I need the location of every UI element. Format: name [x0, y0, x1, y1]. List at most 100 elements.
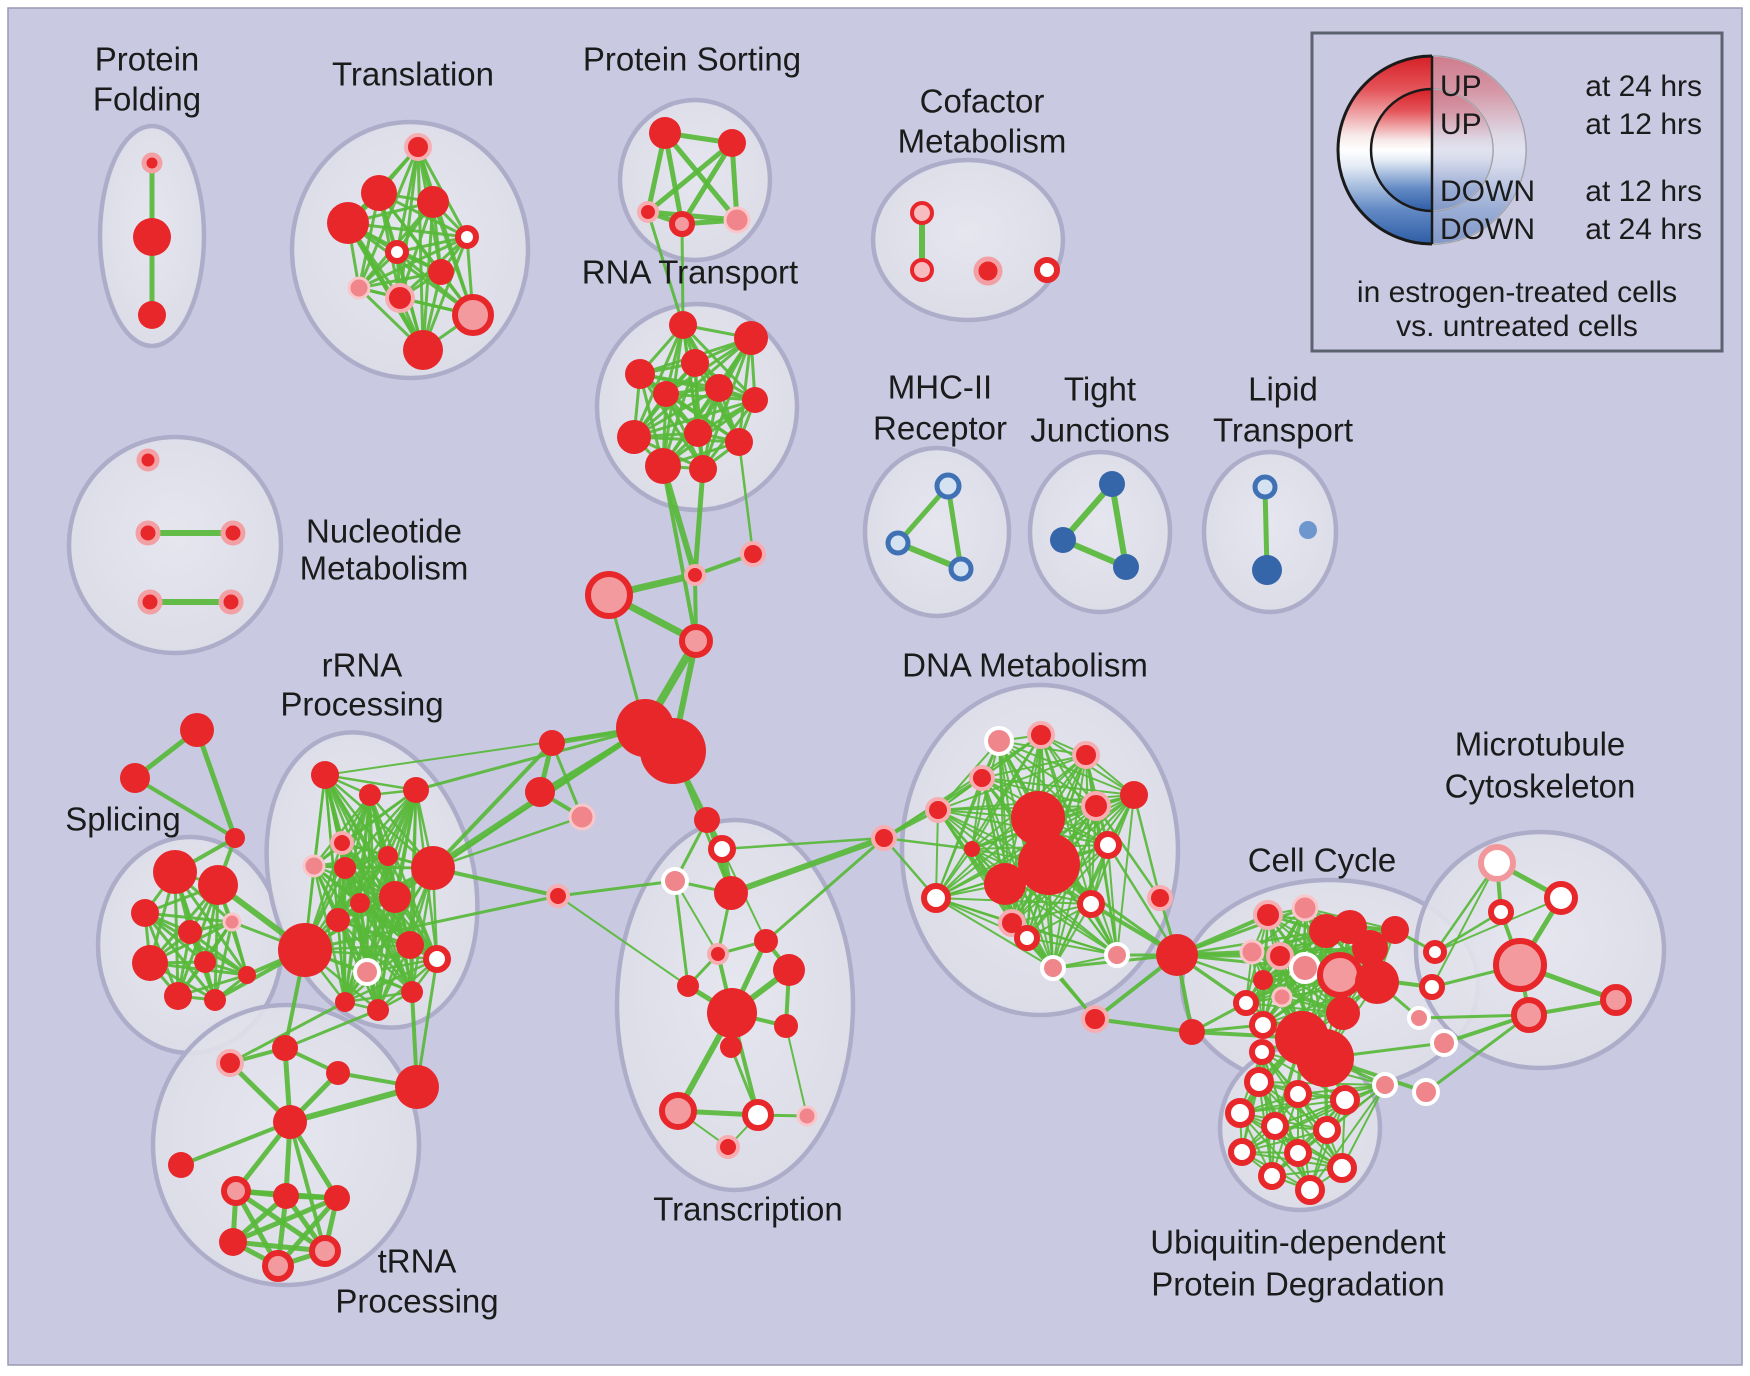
network-edge	[935, 754, 1087, 899]
network-edge	[1239, 1112, 1343, 1169]
gene-node-ps-2	[637, 201, 659, 223]
network-edge	[343, 788, 418, 870]
cluster-label-dn-line0: DNA Metabolism	[902, 647, 1148, 684]
gene-node-rr-17	[367, 999, 389, 1021]
cluster-ellipse-ps	[617, 97, 773, 263]
gene-node-dn-17	[1104, 942, 1130, 968]
network-edge	[179, 1120, 292, 1167]
gene-node-dnx-3	[1147, 885, 1173, 911]
gene-node-hb-3	[525, 777, 555, 807]
network-edge	[1417, 1013, 1531, 1020]
gene-node-ub-12	[1249, 1039, 1275, 1065]
gene-node-sp-6	[194, 951, 216, 973]
cluster-ellipse-lp	[1201, 449, 1339, 615]
legend-footer-line-1: vs. untreated cells	[1396, 310, 1638, 343]
gene-node-ch-3	[679, 624, 713, 658]
network-edge	[1026, 844, 1109, 939]
network-edge	[1052, 805, 1097, 969]
network-edge	[1094, 804, 1162, 900]
gene-node-rt-8	[684, 419, 712, 447]
network-edge	[1271, 1099, 1346, 1177]
network-edge	[692, 466, 706, 578]
cluster-label-tj-line1: Junctions	[1030, 412, 1169, 449]
gene-node-tj-1	[1050, 527, 1076, 553]
network-edge	[737, 336, 753, 444]
gene-node-pf-2	[138, 301, 166, 329]
network-edge	[414, 726, 647, 792]
cluster-label-sp-line0: Splicing	[65, 801, 181, 838]
cluster-label-rr-line1: Processing	[280, 686, 443, 723]
network-edge	[680, 222, 685, 327]
network-edge	[935, 805, 1097, 899]
gene-node-rr-10	[379, 881, 411, 913]
gene-node-tj-2	[1113, 554, 1139, 580]
gene-node-rr-1	[359, 784, 381, 806]
gene-node-rt-2	[681, 349, 709, 377]
legend-row-dir-0: UP	[1440, 70, 1482, 103]
gene-node-mt-2	[1488, 899, 1514, 925]
network-edge	[632, 398, 757, 439]
gene-node-rt-10	[645, 448, 681, 484]
network-edge	[632, 323, 685, 439]
network-edge	[1175, 906, 1307, 957]
gene-node-tc-14	[716, 1135, 740, 1159]
gene-node-tri-2	[225, 828, 245, 848]
gene-node-mt-1	[1544, 881, 1578, 915]
network-edge	[323, 773, 418, 792]
network-edge	[1106, 843, 1179, 957]
gene-node-dn-15	[1014, 925, 1040, 951]
gene-node-rr-9	[350, 893, 370, 913]
legend-row-time-3: at 24 hrs	[1585, 213, 1702, 246]
gene-node-mt-0	[1478, 844, 1516, 882]
gene-node-rt-1	[734, 321, 768, 355]
gene-node-tn-2	[326, 1061, 350, 1085]
network-edge	[358, 901, 380, 1012]
gene-node-rr-11	[278, 923, 332, 977]
gene-node-tn-5	[168, 1152, 194, 1178]
network-edge	[324, 727, 646, 776]
network-edge	[728, 835, 887, 896]
network-edge	[194, 727, 238, 841]
network-edge	[1274, 1084, 1386, 1127]
network-edge	[673, 879, 690, 988]
legend-row-time-2: at 12 hrs	[1585, 175, 1702, 208]
gene-node-tc-3	[714, 876, 748, 910]
network-edge	[431, 741, 554, 870]
gene-node-sp-5	[132, 945, 168, 981]
gene-node-tr-10	[403, 330, 443, 370]
gene-node-tn-4	[273, 1105, 307, 1139]
network-edge	[645, 140, 735, 215]
network-edge	[720, 836, 886, 851]
gene-node-mt-3	[1493, 938, 1547, 992]
gene-node-ub-8	[1327, 1153, 1357, 1183]
cluster-label-nc-line0: Nucleotide	[306, 513, 462, 550]
cluster-label-tc-line0: Transcription	[653, 1191, 843, 1228]
legend-box	[1310, 31, 1724, 353]
gene-node-dn-2	[1072, 741, 1100, 769]
gene-node-ub-5	[1313, 1116, 1341, 1144]
cluster-label-rt-line0: RNA Transport	[582, 254, 798, 291]
network-edge	[1431, 862, 1498, 988]
gene-node-tn-1	[272, 1035, 298, 1061]
gene-node-cc-7	[1266, 942, 1294, 970]
network-edge	[230, 1195, 340, 1245]
gene-node-tc-13	[796, 1105, 818, 1127]
gene-node-cc-9	[1317, 952, 1363, 998]
network-edge	[1107, 844, 1118, 956]
gene-node-rt-6	[742, 387, 768, 413]
gene-node-mt-4	[1511, 997, 1547, 1033]
gene-node-sp-7	[164, 982, 192, 1010]
gene-node-rt-0	[669, 311, 697, 339]
gene-node-lp-2	[1299, 521, 1317, 539]
gene-node-tr-9	[452, 294, 494, 336]
gene-node-dnx-1	[1081, 1005, 1109, 1033]
gene-node-ub-11	[1372, 1072, 1398, 1098]
cluster-label-tn-line1: Processing	[335, 1283, 498, 1320]
cluster-ellipse-nc	[66, 434, 284, 656]
gene-node-ch-0	[684, 564, 706, 586]
gene-node-cch-0	[1156, 934, 1198, 976]
legend-row-dir-3: DOWN	[1440, 213, 1535, 246]
gene-node-cf-2	[973, 256, 1003, 286]
cluster-label-tn-line0: tRNA	[378, 1243, 457, 1280]
network-edge	[143, 911, 234, 924]
